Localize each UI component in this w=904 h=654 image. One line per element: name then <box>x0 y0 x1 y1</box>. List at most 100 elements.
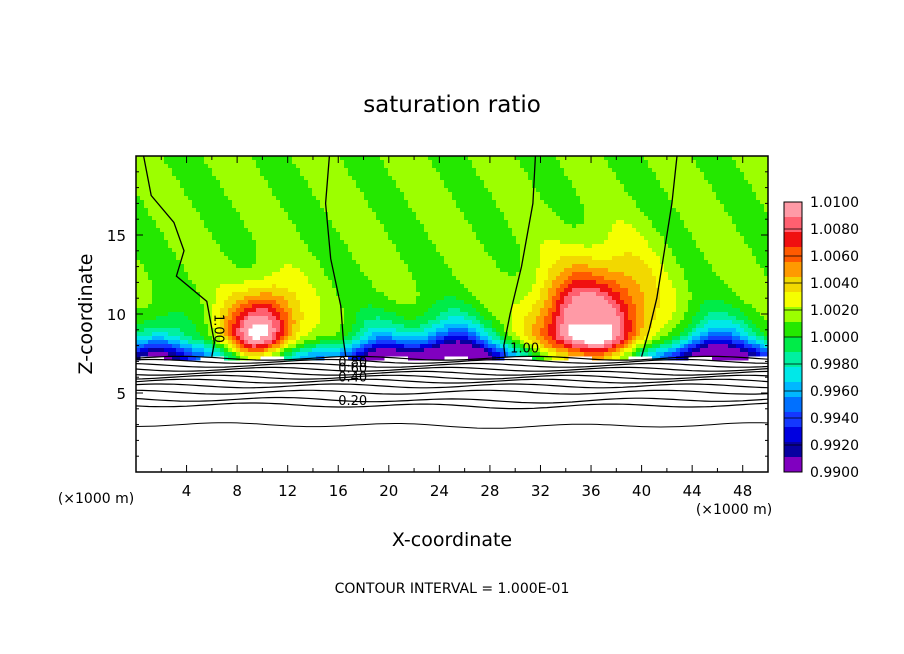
field-cell <box>176 284 181 289</box>
field-cell <box>476 228 481 233</box>
field-cell <box>428 184 433 189</box>
field-cell <box>440 156 445 161</box>
field-cell <box>176 164 181 169</box>
field-cell <box>348 216 353 221</box>
field-cell <box>268 332 273 337</box>
field-cell <box>360 324 365 329</box>
field-cell <box>204 160 209 165</box>
field-cell <box>364 196 369 201</box>
field-cell <box>412 276 417 281</box>
field-cell <box>372 248 377 253</box>
field-cell <box>452 192 457 197</box>
field-cell <box>264 236 269 241</box>
field-cell <box>264 216 269 221</box>
field-cell <box>392 308 397 313</box>
field-cell <box>284 200 289 205</box>
field-cell <box>488 204 493 209</box>
field-cell <box>476 164 481 169</box>
field-cell <box>440 264 445 269</box>
field-cell <box>164 180 169 185</box>
field-cell <box>500 340 505 345</box>
field-cell <box>292 276 297 281</box>
field-cell <box>492 188 497 193</box>
field-cell <box>524 188 529 193</box>
field-cell <box>136 200 141 205</box>
field-cell <box>488 244 493 249</box>
field-cell <box>256 200 261 205</box>
field-cell <box>264 260 269 265</box>
field-cell <box>296 296 301 301</box>
field-cell <box>376 156 381 161</box>
field-cell <box>240 172 245 177</box>
field-cell <box>188 348 193 353</box>
field-cell <box>408 184 413 189</box>
field-cell <box>516 328 521 333</box>
field-cell <box>276 188 281 193</box>
field-cell <box>476 180 481 185</box>
field-cell <box>292 224 297 229</box>
field-cell <box>392 296 397 301</box>
field-cell <box>528 252 533 257</box>
field-cell <box>344 164 349 169</box>
field-cell <box>428 336 433 341</box>
field-cell <box>488 228 493 233</box>
field-cell <box>436 164 441 169</box>
field-cell <box>388 300 393 305</box>
field-cell <box>352 260 357 265</box>
field-cell <box>316 260 321 265</box>
field-cell <box>148 172 153 177</box>
field-cell <box>396 268 401 273</box>
field-cell <box>220 232 225 237</box>
field-cell <box>460 328 465 333</box>
field-cell <box>160 272 165 277</box>
field-cell <box>180 352 185 357</box>
field-cell <box>296 164 301 169</box>
field-cell <box>468 276 473 281</box>
field-cell <box>356 332 361 337</box>
field-cell <box>392 320 397 325</box>
field-cell <box>400 272 405 277</box>
field-cell <box>464 344 469 349</box>
field-cell <box>136 164 141 169</box>
field-cell <box>280 216 285 221</box>
field-cell <box>316 344 321 349</box>
field-cell <box>136 332 141 337</box>
field-cell <box>168 308 173 313</box>
field-cell <box>304 292 309 297</box>
field-cell <box>192 320 197 325</box>
field-cell <box>360 308 365 313</box>
field-cell <box>424 244 429 249</box>
field-cell <box>212 220 217 225</box>
field-cell <box>156 244 161 249</box>
field-cell <box>508 284 513 289</box>
field-cell <box>404 172 409 177</box>
field-cell <box>332 252 337 257</box>
field-cell <box>292 156 297 161</box>
field-cell <box>220 284 225 289</box>
field-cell <box>284 296 289 301</box>
field-cell <box>312 288 317 293</box>
field-cell <box>348 232 353 237</box>
field-cell <box>136 160 141 165</box>
field-cell <box>220 168 225 173</box>
field-cell <box>416 280 421 285</box>
field-cell <box>368 236 373 241</box>
field-cell <box>444 256 449 261</box>
field-cell <box>396 172 401 177</box>
field-cell <box>480 180 485 185</box>
field-cell <box>460 344 465 349</box>
field-cell <box>236 280 241 285</box>
field-cell <box>180 264 185 269</box>
field-cell <box>160 280 165 285</box>
field-cell <box>248 224 253 229</box>
field-cell <box>424 236 429 241</box>
field-cell <box>176 260 181 265</box>
field-cell <box>192 340 197 345</box>
field-cell <box>204 240 209 245</box>
field-cell <box>452 188 457 193</box>
field-cell <box>172 176 177 181</box>
field-cell <box>484 188 489 193</box>
field-cell <box>520 284 525 289</box>
field-cell <box>424 272 429 277</box>
field-cell <box>148 296 153 301</box>
